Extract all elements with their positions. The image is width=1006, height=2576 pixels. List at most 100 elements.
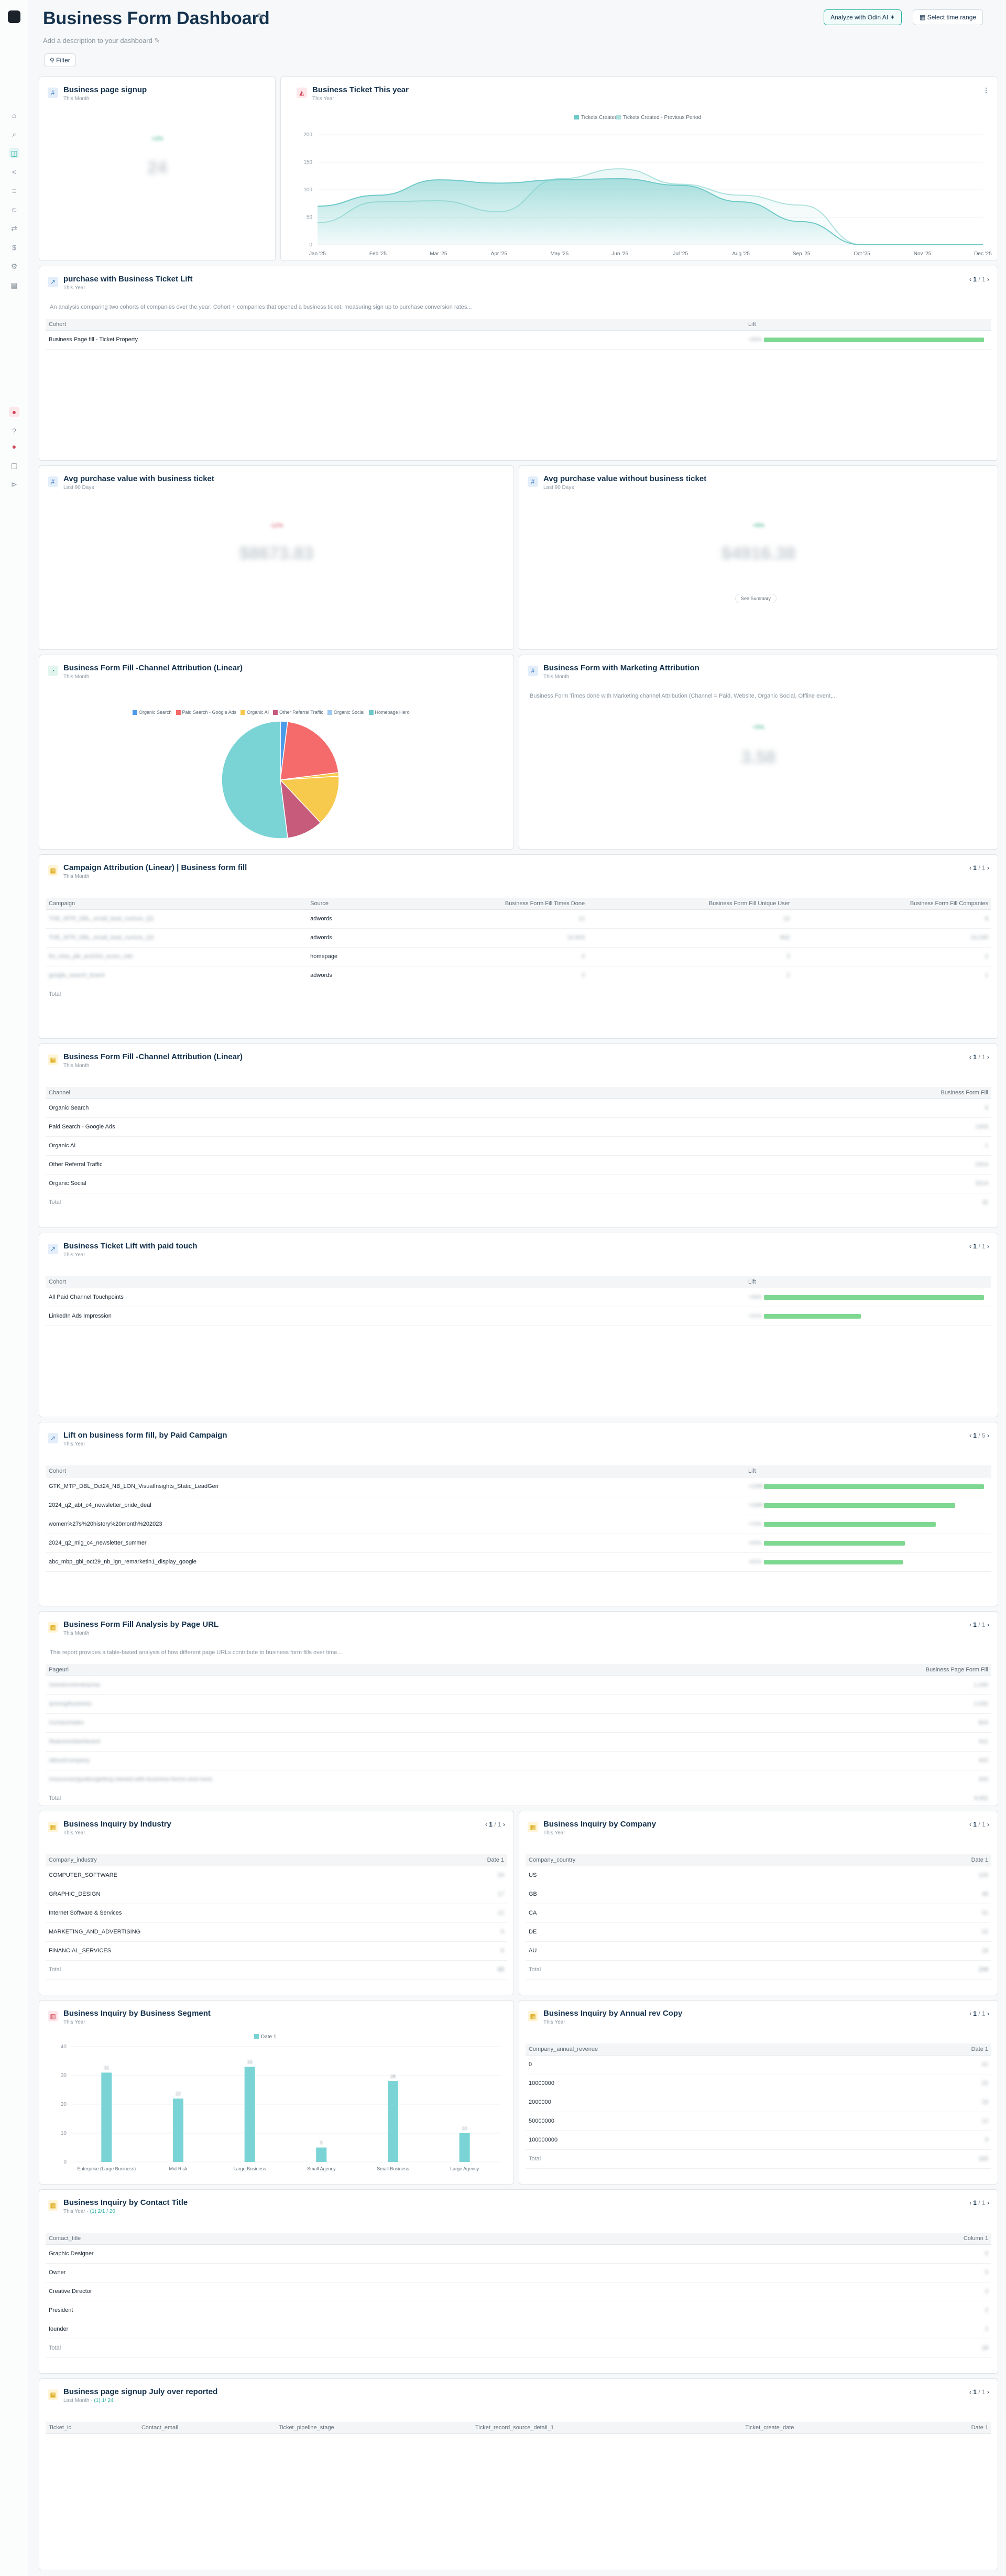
table-row[interactable]: /about/company 402 [46,1751,991,1770]
col-header[interactable]: Campaign [46,898,308,910]
table-row[interactable]: DE 22 [526,1922,991,1942]
table-row[interactable]: Creative Director 3 [46,2282,991,2301]
pager[interactable]: ‹ 1 / 1 › [485,1821,505,1828]
bar[interactable] [244,2067,255,2162]
bar[interactable] [173,2099,183,2162]
col-header[interactable]: Company_country [526,1854,849,1866]
table-row[interactable]: THE_MTR_DBL_email_lead_nurture_Q2 adwords… [46,909,991,929]
table-row[interactable]: Internet Software & Services 12 [46,1904,507,1923]
col-header[interactable]: Date 1 [419,1854,507,1866]
col-header[interactable]: Business Form Fill Companies [793,898,991,910]
col-header[interactable]: Cohort [46,1465,745,1477]
help-icon[interactable]: ? [12,427,16,435]
dollar-icon[interactable]: $ [12,243,16,252]
col-header[interactable]: Ticket_id [46,2422,138,2434]
col-header[interactable]: Lift [745,1465,991,1477]
table-row[interactable]: Owner 5 [46,2263,991,2282]
col-header[interactable]: Company_annual_revenue [526,2044,882,2056]
table-row[interactable]: 2000000 18 [526,2093,991,2112]
table-row[interactable]: Organic Social 3214 [46,1174,991,1193]
table-row[interactable]: Paid Search - Google Ads 1203 [46,1117,991,1137]
table-row[interactable]: abc_mbp_gbl_oct29_nb_lgn_remarketin1_dis… [46,1552,991,1572]
table-row[interactable]: LinkedIn Ads Impression +21% [46,1307,991,1326]
legend-label[interactable]: Organic AI [247,710,269,715]
book-icon[interactable]: ▤ [10,281,18,289]
table-row[interactable]: THE_MTR_DBL_email_lead_nurture_Q3 adwords… [46,928,991,948]
table-row[interactable]: Graphic Designer 6 [46,2244,991,2264]
table-row[interactable]: CA 31 [526,1904,991,1923]
table-row[interactable]: women%27s%20history%20month%202023 +72% [46,1515,991,1534]
table-row[interactable]: Other Referral Traffic 2314 [46,1155,991,1175]
table-row[interactable]: GTK_MTP_DBL_Oct24_NB_LON_VisualInsights_… [46,1477,991,1496]
edit-title-icon[interactable]: ✎ [257,12,265,22]
pager[interactable]: ‹ 1 / 1 › [969,2388,989,2396]
table-row[interactable]: MARKETING_AND_ADVERTISING 9 [46,1922,507,1942]
legend-label[interactable]: Tickets Created - Previous Period [623,115,701,121]
col-header[interactable]: Business Form Fill Times Done [386,898,588,910]
pager[interactable]: ‹ 1 / 1 › [969,2010,989,2017]
users-icon[interactable]: ☺ [10,205,18,214]
notification-icon[interactable]: ● [9,407,19,417]
table-row[interactable]: President 2 [46,2301,991,2320]
pager[interactable]: ‹ 1 / 1 › [969,1821,989,1828]
more-icon[interactable]: ⋮ [983,86,989,94]
pager[interactable]: ‹ 1 / 1 › [969,2199,989,2207]
col-header[interactable]: Cohort [46,319,745,331]
table-row[interactable]: COMPUTER_SOFTWARE 24 [46,1866,507,1885]
doc-icon[interactable]: ▢ [10,461,18,470]
table-row[interactable]: /features/dashboard 611 [46,1732,991,1752]
table-row[interactable]: FINANCIAL_SERVICES 6 [46,1941,507,1961]
table-row[interactable]: /resources/guides/getting-started-with-b… [46,1770,991,1789]
table-row[interactable]: GRAPHIC_DESIGN 17 [46,1885,507,1904]
col-header[interactable]: Date 1 [917,2422,991,2434]
table-row[interactable]: Organic Search 8 [46,1099,991,1118]
col-header[interactable]: Business Form Fill [589,1087,991,1099]
col-header[interactable]: Source [307,898,386,910]
database-icon[interactable]: ≡ [12,187,17,195]
col-header[interactable]: Contact_title [46,2233,635,2245]
legend-label[interactable]: Organic Search [139,710,172,715]
table-row[interactable]: 2024_q2_abt_c4_newsletter_pride_deal +108… [46,1496,991,1515]
table-row[interactable]: GB 48 [526,1885,991,1904]
col-header[interactable]: Channel [46,1087,589,1099]
col-header[interactable]: Date 1 [881,2044,991,2056]
legend-label[interactable]: Homepage Hero [375,710,410,715]
home-icon[interactable]: ⌂ [12,111,17,119]
col-header[interactable]: Date 1 [849,1854,991,1866]
table-row[interactable]: AU 18 [526,1941,991,1961]
see-summary-button[interactable]: See Summary [735,594,777,603]
pager[interactable]: ‹ 1 / 1 › [969,276,989,283]
table-row[interactable]: US 120 [526,1866,991,1885]
bar[interactable] [316,2147,327,2162]
time-range-button[interactable]: ▦ Select time range [913,9,983,25]
col-header[interactable]: Contact_email [138,2422,276,2434]
pager[interactable]: ‹ 1 / 5 › [969,1432,989,1439]
legend-label[interactable]: Date 1 [261,2034,277,2040]
legend-label[interactable]: Organic Social [334,710,365,715]
bar[interactable] [101,2072,112,2162]
pie-slice[interactable] [280,721,339,780]
table-row[interactable]: 50000000 12 [526,2112,991,2131]
col-header[interactable]: Business Page Form Fill [719,1664,991,1676]
search-icon[interactable]: ⌕ [12,130,16,138]
table-row[interactable]: thi_miss_plk_an2024_ecom_mkt homepage 4 3 2 [46,947,991,966]
table-row[interactable]: 2024_q2_mig_c4_newsletter_summer +64% [46,1534,991,1553]
col-header[interactable]: Lift [745,1276,991,1288]
filter-chip[interactable]: (1) 1/ 24 [94,2398,114,2404]
series-line[interactable] [317,178,983,245]
table-row[interactable]: google_search_brand adwords 3 2 1 [46,966,991,985]
col-header[interactable]: Lift [745,319,991,331]
table-row[interactable]: 100000000 9 [526,2131,991,2150]
col-header[interactable]: Ticket_record_source_detail_1 [472,2422,742,2434]
col-header[interactable]: Company_industry [46,1854,419,1866]
pager[interactable]: ‹ 1 / 1 › [969,1621,989,1628]
filter-button[interactable]: ⚲ Filter [44,53,76,67]
table-row[interactable]: Business Page fill - Ticket Property +25% [46,330,991,350]
col-header[interactable]: Ticket_create_date [742,2422,917,2434]
pager[interactable]: ‹ 1 / 1 › [969,1053,989,1061]
table-row[interactable]: 0 41 [526,2055,991,2074]
settings-icon[interactable]: ⚙ [10,262,18,270]
filter-chip[interactable]: (1) 2/1 / 20 [90,2209,115,2214]
bar[interactable] [459,2133,470,2162]
table-row[interactable]: /contact/sales 824 [46,1713,991,1733]
